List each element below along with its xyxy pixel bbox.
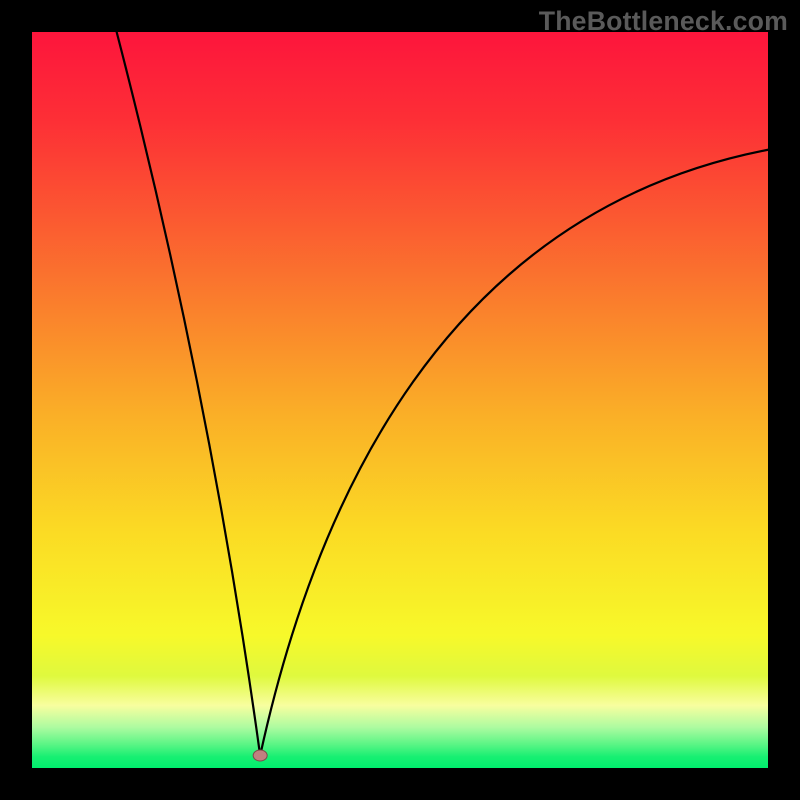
minimum-marker — [253, 750, 267, 761]
watermark-text: TheBottleneck.com — [539, 6, 788, 37]
chart-canvas: TheBottleneck.com — [0, 0, 800, 800]
chart-svg — [0, 0, 800, 800]
